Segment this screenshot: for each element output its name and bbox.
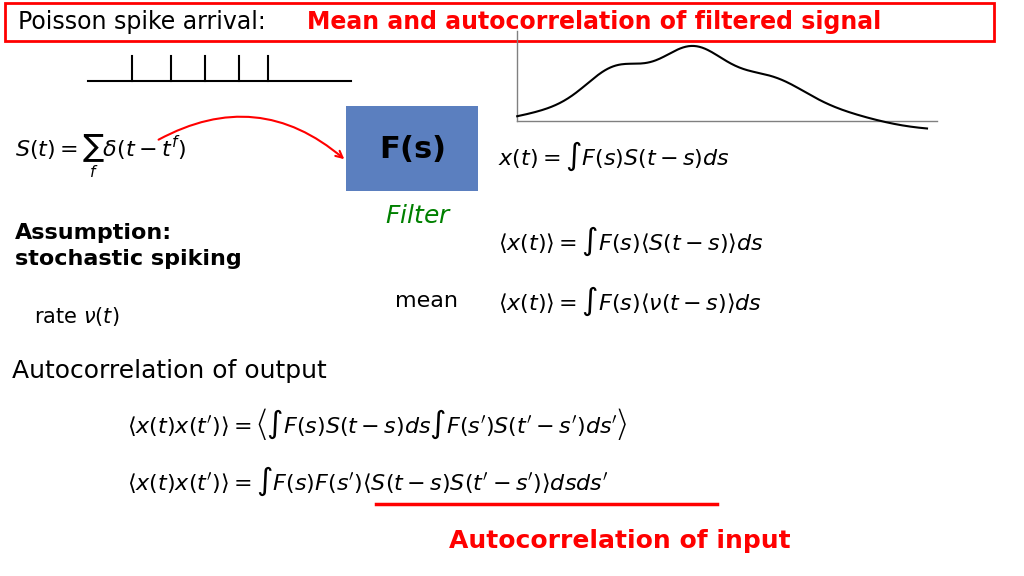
Text: Mean and autocorrelation of filtered signal: Mean and autocorrelation of filtered sig… [307, 10, 882, 35]
Text: Autocorrelation of output: Autocorrelation of output [11, 359, 327, 383]
Text: $\langle x(t)x(t^{\prime})\rangle = \int F(s)F(s^{\prime})\left\langle S(t-s)S(t: $\langle x(t)x(t^{\prime})\rangle = \int… [127, 464, 608, 498]
Text: $\langle x(t)\rangle = \int F(s)\langle S(t-s)\rangle ds$: $\langle x(t)\rangle = \int F(s)\langle … [498, 224, 764, 257]
FancyBboxPatch shape [346, 106, 478, 191]
FancyArrowPatch shape [159, 117, 343, 158]
Text: $x(t) = \int F(s)S(t-s)ds$: $x(t) = \int F(s)S(t-s)ds$ [498, 139, 729, 173]
Text: rate $\nu(t)$: rate $\nu(t)$ [34, 305, 120, 328]
Text: $\it{Filter}$: $\it{Filter}$ [385, 204, 453, 228]
Text: mean: mean [395, 291, 458, 311]
Text: Autocorrelation of input: Autocorrelation of input [449, 529, 791, 553]
Text: $S(t) = \sum_f \delta(t-t^f)$: $S(t) = \sum_f \delta(t-t^f)$ [14, 132, 185, 180]
Text: $\langle x(t)x(t^{\prime})\rangle = \left\langle \int F(s)S(t-s)ds\int F(s^{\pri: $\langle x(t)x(t^{\prime})\rangle = \lef… [127, 406, 628, 442]
Text: $\mathbf{F(s)}$: $\mathbf{F(s)}$ [379, 133, 445, 164]
FancyBboxPatch shape [5, 3, 994, 41]
Text: Poisson spike arrival:: Poisson spike arrival: [17, 10, 272, 35]
Text: Assumption:
stochastic spiking: Assumption: stochastic spiking [14, 223, 242, 269]
Text: $\langle x(t)\rangle = \int F(s)\langle \nu(t-s)\rangle ds$: $\langle x(t)\rangle = \int F(s)\langle … [498, 285, 762, 317]
